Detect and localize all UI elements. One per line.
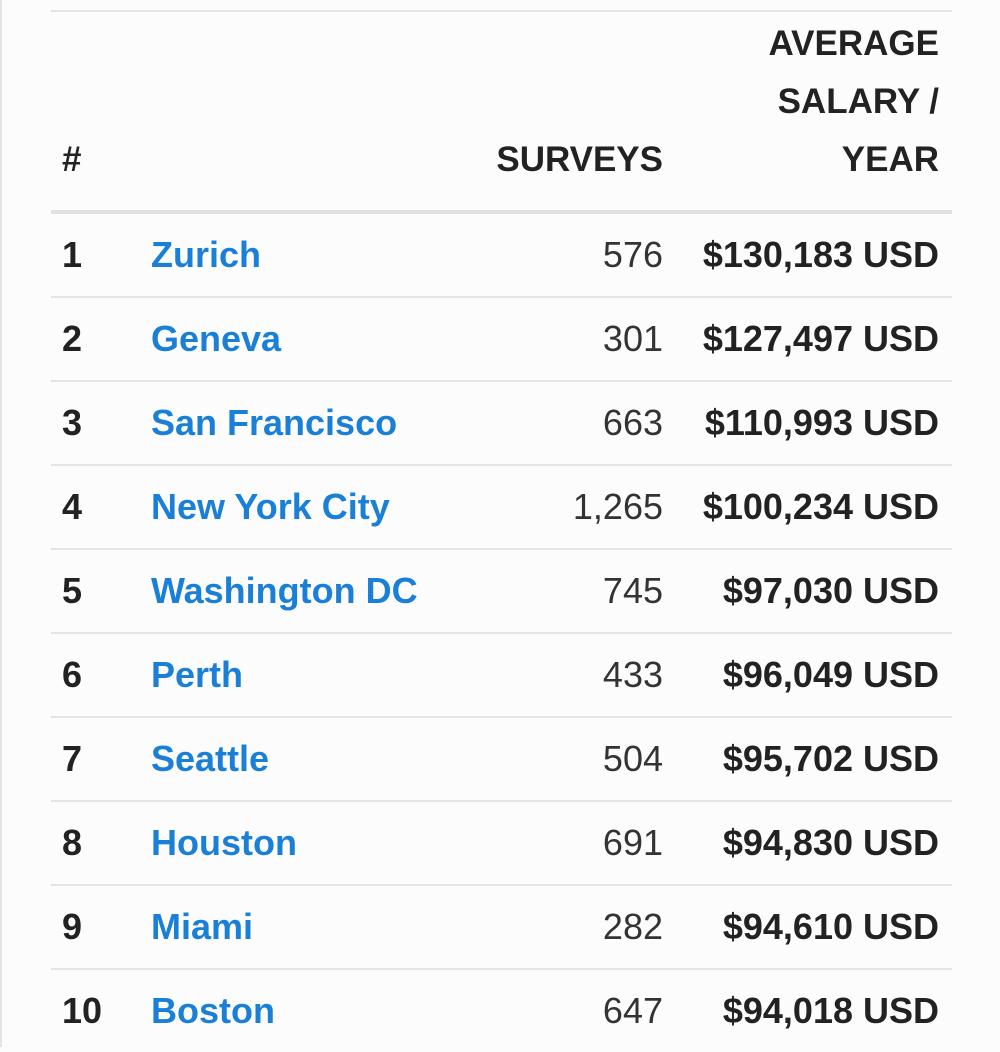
table-top-divider <box>51 10 952 12</box>
city-cell: Miami <box>151 885 491 970</box>
table-row: 7 Seattle 504 $95,702 USD <box>51 717 952 802</box>
surveys-cell: 282 <box>491 885 663 970</box>
page-left-border <box>0 0 2 1047</box>
surveys-column-header[interactable]: SURVEYS <box>491 12 663 214</box>
rank-cell: 8 <box>51 801 151 886</box>
city-link-miami[interactable]: Miami <box>151 906 254 947</box>
city-cell: San Francisco <box>151 381 491 466</box>
salary-header-line-3: YEAR <box>841 140 939 179</box>
table-row: 4 New York City 1,265 $100,234 USD <box>51 465 952 550</box>
table-body: 1 Zurich 576 $130,183 USD 2 Geneva 301 $… <box>51 212 952 1052</box>
surveys-cell: 504 <box>491 717 663 802</box>
table-row: 8 Houston 691 $94,830 USD <box>51 801 952 886</box>
surveys-cell: 576 <box>491 212 663 298</box>
table-row: 1 Zurich 576 $130,183 USD <box>51 212 952 298</box>
surveys-cell: 433 <box>491 633 663 718</box>
salary-column-header[interactable]: AVERAGE SALARY / YEAR <box>663 12 952 214</box>
salary-cell: $127,497 USD <box>663 297 952 382</box>
salary-ranking-table: # SURVEYS AVERAGE SALARY / YEAR <box>51 12 952 1052</box>
table-row: 10 Boston 647 $94,018 USD <box>51 969 952 1052</box>
city-link-san-francisco[interactable]: San Francisco <box>151 402 398 443</box>
city-link-new-york-city[interactable]: New York City <box>151 486 390 527</box>
salary-ranking-table-container: # SURVEYS AVERAGE SALARY / YEAR <box>51 0 952 1052</box>
city-link-washington-dc[interactable]: Washington DC <box>151 570 418 611</box>
salary-header-line-1: AVERAGE <box>768 24 940 63</box>
rank-header-label: # <box>62 140 82 179</box>
rank-cell: 9 <box>51 885 151 970</box>
salary-cell: $95,702 USD <box>663 717 952 802</box>
city-link-houston[interactable]: Houston <box>151 822 297 863</box>
salary-cell: $94,018 USD <box>722 990 939 1031</box>
city-header-label <box>151 189 491 210</box>
surveys-cell: 1,265 <box>491 465 663 550</box>
table-row: 2 Geneva 301 $127,497 USD <box>51 297 952 382</box>
salary-cell: $110,993 USD <box>663 381 952 466</box>
city-cell: Washington DC <box>151 549 491 634</box>
city-cell: New York City <box>151 465 491 550</box>
salary-cell: $94,610 USD <box>663 885 952 970</box>
rank-cell: 2 <box>51 297 151 382</box>
salary-cell: $94,830 USD <box>663 801 952 886</box>
header-row: # SURVEYS AVERAGE SALARY / YEAR <box>51 12 952 214</box>
city-link-seattle[interactable]: Seattle <box>151 738 270 779</box>
salary-header-line-2: SALARY / <box>777 82 939 121</box>
rank-cell: 10 <box>62 990 103 1031</box>
rank-cell: 4 <box>51 465 151 550</box>
city-link-boston[interactable]: Boston <box>151 990 275 1031</box>
city-link-perth[interactable]: Perth <box>151 654 244 695</box>
rank-cell: 5 <box>51 549 151 634</box>
city-cell: Boston <box>151 969 491 1052</box>
table-row: 9 Miami 282 $94,610 USD <box>51 885 952 970</box>
city-cell: Houston <box>151 801 491 886</box>
salary-cell: $96,049 USD <box>663 633 952 718</box>
city-link-geneva[interactable]: Geneva <box>151 318 282 359</box>
surveys-cell: 301 <box>491 297 663 382</box>
table-row: 5 Washington DC 745 $97,030 USD <box>51 549 952 634</box>
surveys-cell: 745 <box>491 549 663 634</box>
table-header: # SURVEYS AVERAGE SALARY / YEAR <box>51 12 952 214</box>
salary-cell: $97,030 USD <box>663 549 952 634</box>
rank-column-header[interactable]: # <box>51 12 151 214</box>
surveys-cell: 663 <box>491 381 663 466</box>
city-link-zurich[interactable]: Zurich <box>151 234 262 275</box>
rank-cell: 3 <box>51 381 151 466</box>
surveys-cell: 691 <box>491 801 663 886</box>
rank-cell: 6 <box>51 633 151 718</box>
table-row: 3 San Francisco 663 $110,993 USD <box>51 381 952 466</box>
city-cell: Geneva <box>151 297 491 382</box>
rank-cell: 1 <box>51 212 151 298</box>
city-column-header <box>151 12 491 214</box>
salary-cell: $130,183 USD <box>663 212 952 298</box>
salary-cell: $100,234 USD <box>663 465 952 550</box>
surveys-header-label: SURVEYS <box>496 140 663 179</box>
salary-header-label: AVERAGE SALARY / YEAR <box>663 15 940 210</box>
table-row: 6 Perth 433 $96,049 USD <box>51 633 952 718</box>
city-cell: Perth <box>151 633 491 718</box>
rank-cell: 7 <box>51 717 151 802</box>
city-cell: Zurich <box>151 212 491 298</box>
city-cell: Seattle <box>151 717 491 802</box>
surveys-cell: 647 <box>602 990 663 1031</box>
